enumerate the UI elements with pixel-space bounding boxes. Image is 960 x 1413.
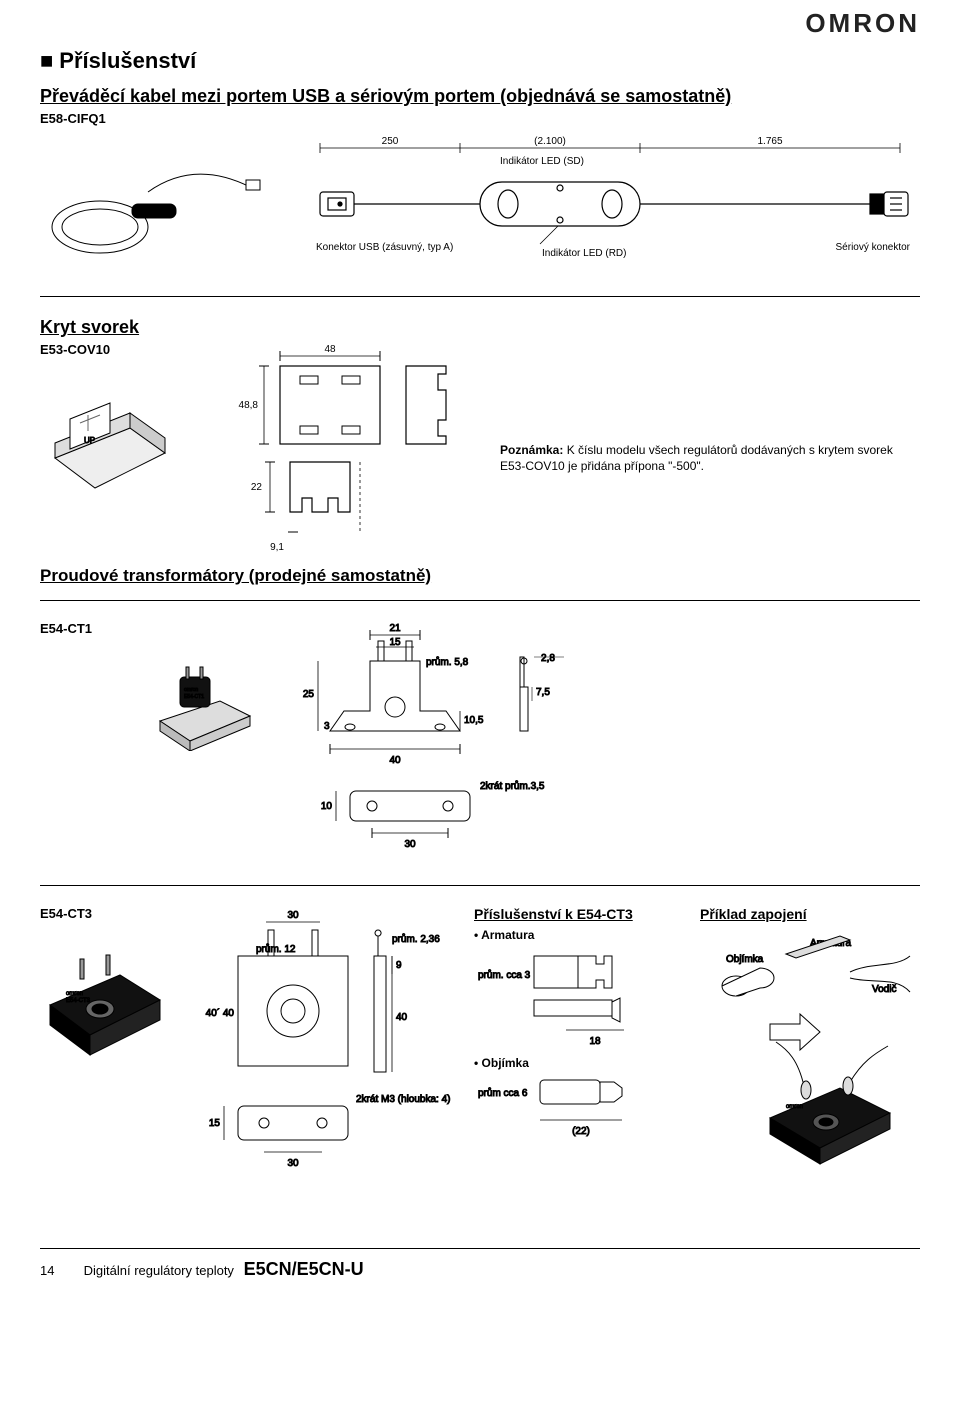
note-label: Poznámka: (500, 443, 563, 457)
dim-2100: (2.100) (534, 136, 566, 147)
dim-15: 15 (389, 637, 401, 648)
dim-22: 22 (251, 482, 263, 493)
dim-35: 2krát prům.3,5 (480, 780, 545, 792)
footer-title: Digitální regulátory teploty (84, 1263, 234, 1278)
ct3-objimka-label: • Objímka (474, 1056, 684, 1070)
label-led-rd: Indikátor LED (RD) (542, 248, 626, 259)
dim-22p: (22) (572, 1126, 590, 1137)
cable-drawing: 250 (2.100) 1.765 Indikátor LED (SD) (40, 132, 920, 282)
dim-cca3: prům. cca 3 (478, 969, 531, 981)
svg-text:omron: omron (66, 991, 83, 997)
dim-30: 30 (287, 910, 299, 921)
dim-30b: 30 (287, 1158, 299, 1169)
dim-3: 3 (324, 721, 330, 732)
objimka-drawing: prům cca 6 (22) (474, 1070, 684, 1150)
dim-30: 30 (404, 839, 416, 850)
armatura-drawing: prům. cca 3 18 (474, 942, 684, 1052)
ct1-sku: E54-CT1 (40, 621, 120, 636)
cover-photo: UP (40, 363, 180, 503)
cover-note: Poznámka: K číslu modelu všech regulátor… (500, 342, 920, 562)
dim-10: 10 (321, 801, 333, 812)
accessories-heading: Příslušenství (40, 48, 920, 74)
dim-250: 250 (382, 136, 399, 147)
dim-4040: 40´ 40 (206, 1007, 235, 1019)
separator-2 (40, 600, 920, 601)
footer-model: E5CN/E5CN-U (244, 1259, 364, 1279)
dim-18: 18 (589, 1036, 601, 1047)
dim-cca6: prům cca 6 (478, 1087, 528, 1099)
dim-1765: 1.765 (757, 136, 782, 147)
ct3-armatura-label: • Armatura (474, 928, 684, 942)
label-serial: Sériový konektor (836, 242, 911, 253)
ct3-photo: omron E54-CT3 (40, 945, 172, 1075)
dim-488: 48,8 (239, 400, 259, 411)
ct1-drawing: 21 15 prům. 5,8 25 3 10,5 40 (290, 621, 630, 871)
page: OMRON Příslušenství Převáděcí kabel mezi… (0, 0, 960, 1320)
dim-236: prům. 2,36 (392, 933, 440, 945)
cover-dims-drawing: 48 48,8 (210, 342, 470, 562)
dim-9: 9 (396, 960, 402, 971)
page-number: 14 (40, 1263, 80, 1278)
brand-logo: OMRON (805, 8, 920, 39)
label-objimka: Objímka (726, 954, 764, 965)
dim-28: 2,8 (541, 653, 555, 664)
ct3-drawing: 30 prům. 12 prům. 2,36 9 40 40´ 40 (188, 906, 458, 1188)
svg-text:omron: omron (184, 687, 198, 693)
ct1-row: E54-CT1 omron E54-CT1 (40, 621, 920, 871)
ct3-acc-title: Příslušenství k E54-CT3 (474, 906, 684, 922)
svg-text:UP: UP (84, 436, 95, 445)
dim-15: 15 (209, 1118, 221, 1129)
dim-m3: 2krát M3 (hloubka: 4) (356, 1094, 451, 1105)
page-footer: 14 Digitální regulátory teploty E5CN/E5C… (40, 1248, 920, 1280)
dim-40: 40 (389, 755, 401, 766)
label-led-sd: Indikátor LED (SD) (500, 156, 584, 167)
separator-3 (40, 885, 920, 886)
dim-12: prům. 12 (256, 943, 296, 955)
cover-title: Kryt svorek (40, 317, 920, 338)
cable-title: Převáděcí kabel mezi portem USB a sériov… (40, 86, 920, 107)
ct3-example-title: Příklad zapojení (700, 906, 920, 922)
dim-75: 7,5 (536, 687, 550, 698)
ct1-photo: omron E54-CT1 (150, 661, 260, 871)
label-vodic: Vodič (872, 984, 896, 995)
separator (40, 296, 920, 297)
dim-25: 25 (303, 689, 315, 700)
dim-21: 21 (389, 623, 401, 634)
example-drawing: Objímka Armatura Vodič (700, 928, 920, 1188)
dim-58: prům. 5,8 (426, 656, 469, 668)
dim-91: 9,1 (270, 542, 284, 553)
dim-40v: 40 (396, 1012, 408, 1023)
dim-48: 48 (324, 344, 336, 355)
ct3-row: E54-CT3 omron E54-CT3 (40, 906, 920, 1188)
ct3-sku: E54-CT3 (40, 906, 172, 921)
cable-sku: E58-CIFQ1 (40, 111, 920, 126)
svg-text:E54-CT1: E54-CT1 (184, 694, 204, 700)
label-usb: Konektor USB (zásuvný, typ A) (316, 242, 453, 253)
cover-row: E53-COV10 UP (40, 342, 920, 562)
ct-heading: Proudové transformátory (prodejné samost… (40, 566, 920, 586)
svg-text:E54-CT3: E54-CT3 (66, 998, 91, 1004)
cover-sku: E53-COV10 (40, 342, 180, 357)
svg-text:omron: omron (786, 1104, 803, 1110)
dim-105: 10,5 (464, 715, 484, 726)
